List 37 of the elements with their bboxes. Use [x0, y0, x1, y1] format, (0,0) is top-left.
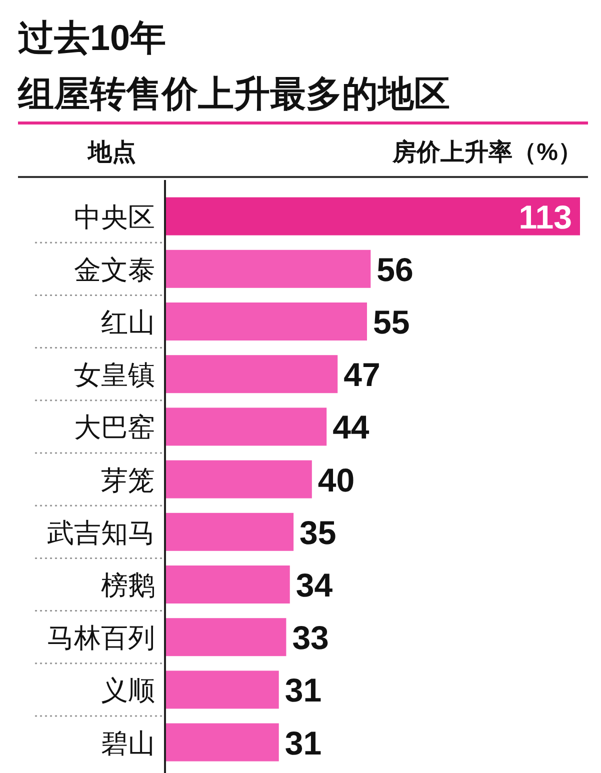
bar: [165, 618, 286, 656]
data-label: 55: [372, 304, 410, 340]
data-label: 31: [284, 672, 322, 709]
x-axis-title: 房价上升率（%）: [392, 139, 582, 166]
data-label: 35: [300, 514, 336, 551]
data-label: 40: [318, 461, 355, 498]
bar: [165, 460, 312, 498]
data-label: 47: [344, 356, 380, 394]
data-label: 34: [296, 566, 334, 604]
y-tick-label: 女皇镇: [74, 360, 155, 390]
title: 过去10年: [18, 17, 166, 58]
subtitle: 组屋转售价上升最多的地区: [18, 73, 450, 114]
y-axis-title: 地点: [87, 139, 136, 166]
data-label: 56: [376, 250, 414, 288]
y-tick-label: 芽笼: [101, 465, 155, 496]
bar: [165, 355, 338, 394]
data-label: 33: [292, 619, 329, 656]
bar: [165, 670, 279, 709]
y-tick-label: 义顺: [101, 676, 155, 706]
y-tick-label: 大巴窑: [74, 412, 155, 443]
bar: [165, 566, 290, 604]
y-tick-label: 马林百列: [47, 623, 155, 654]
data-label: 31: [284, 724, 322, 762]
bar: [165, 723, 279, 762]
bar: [165, 197, 580, 236]
y-tick-label: 武吉知马: [47, 518, 155, 548]
y-tick-label: 中央区: [74, 202, 155, 232]
y-tick-label: 红山: [101, 308, 155, 338]
y-tick-label: 碧山: [101, 728, 155, 758]
y-tick-label: 榜鹅: [101, 570, 155, 600]
data-label: 113: [518, 198, 572, 236]
bar: [165, 302, 367, 340]
bar: [165, 512, 294, 551]
y-tick-label: 金文泰: [74, 254, 155, 285]
data-label: 44: [332, 408, 370, 446]
bar: [165, 250, 371, 288]
bar: [165, 408, 327, 446]
